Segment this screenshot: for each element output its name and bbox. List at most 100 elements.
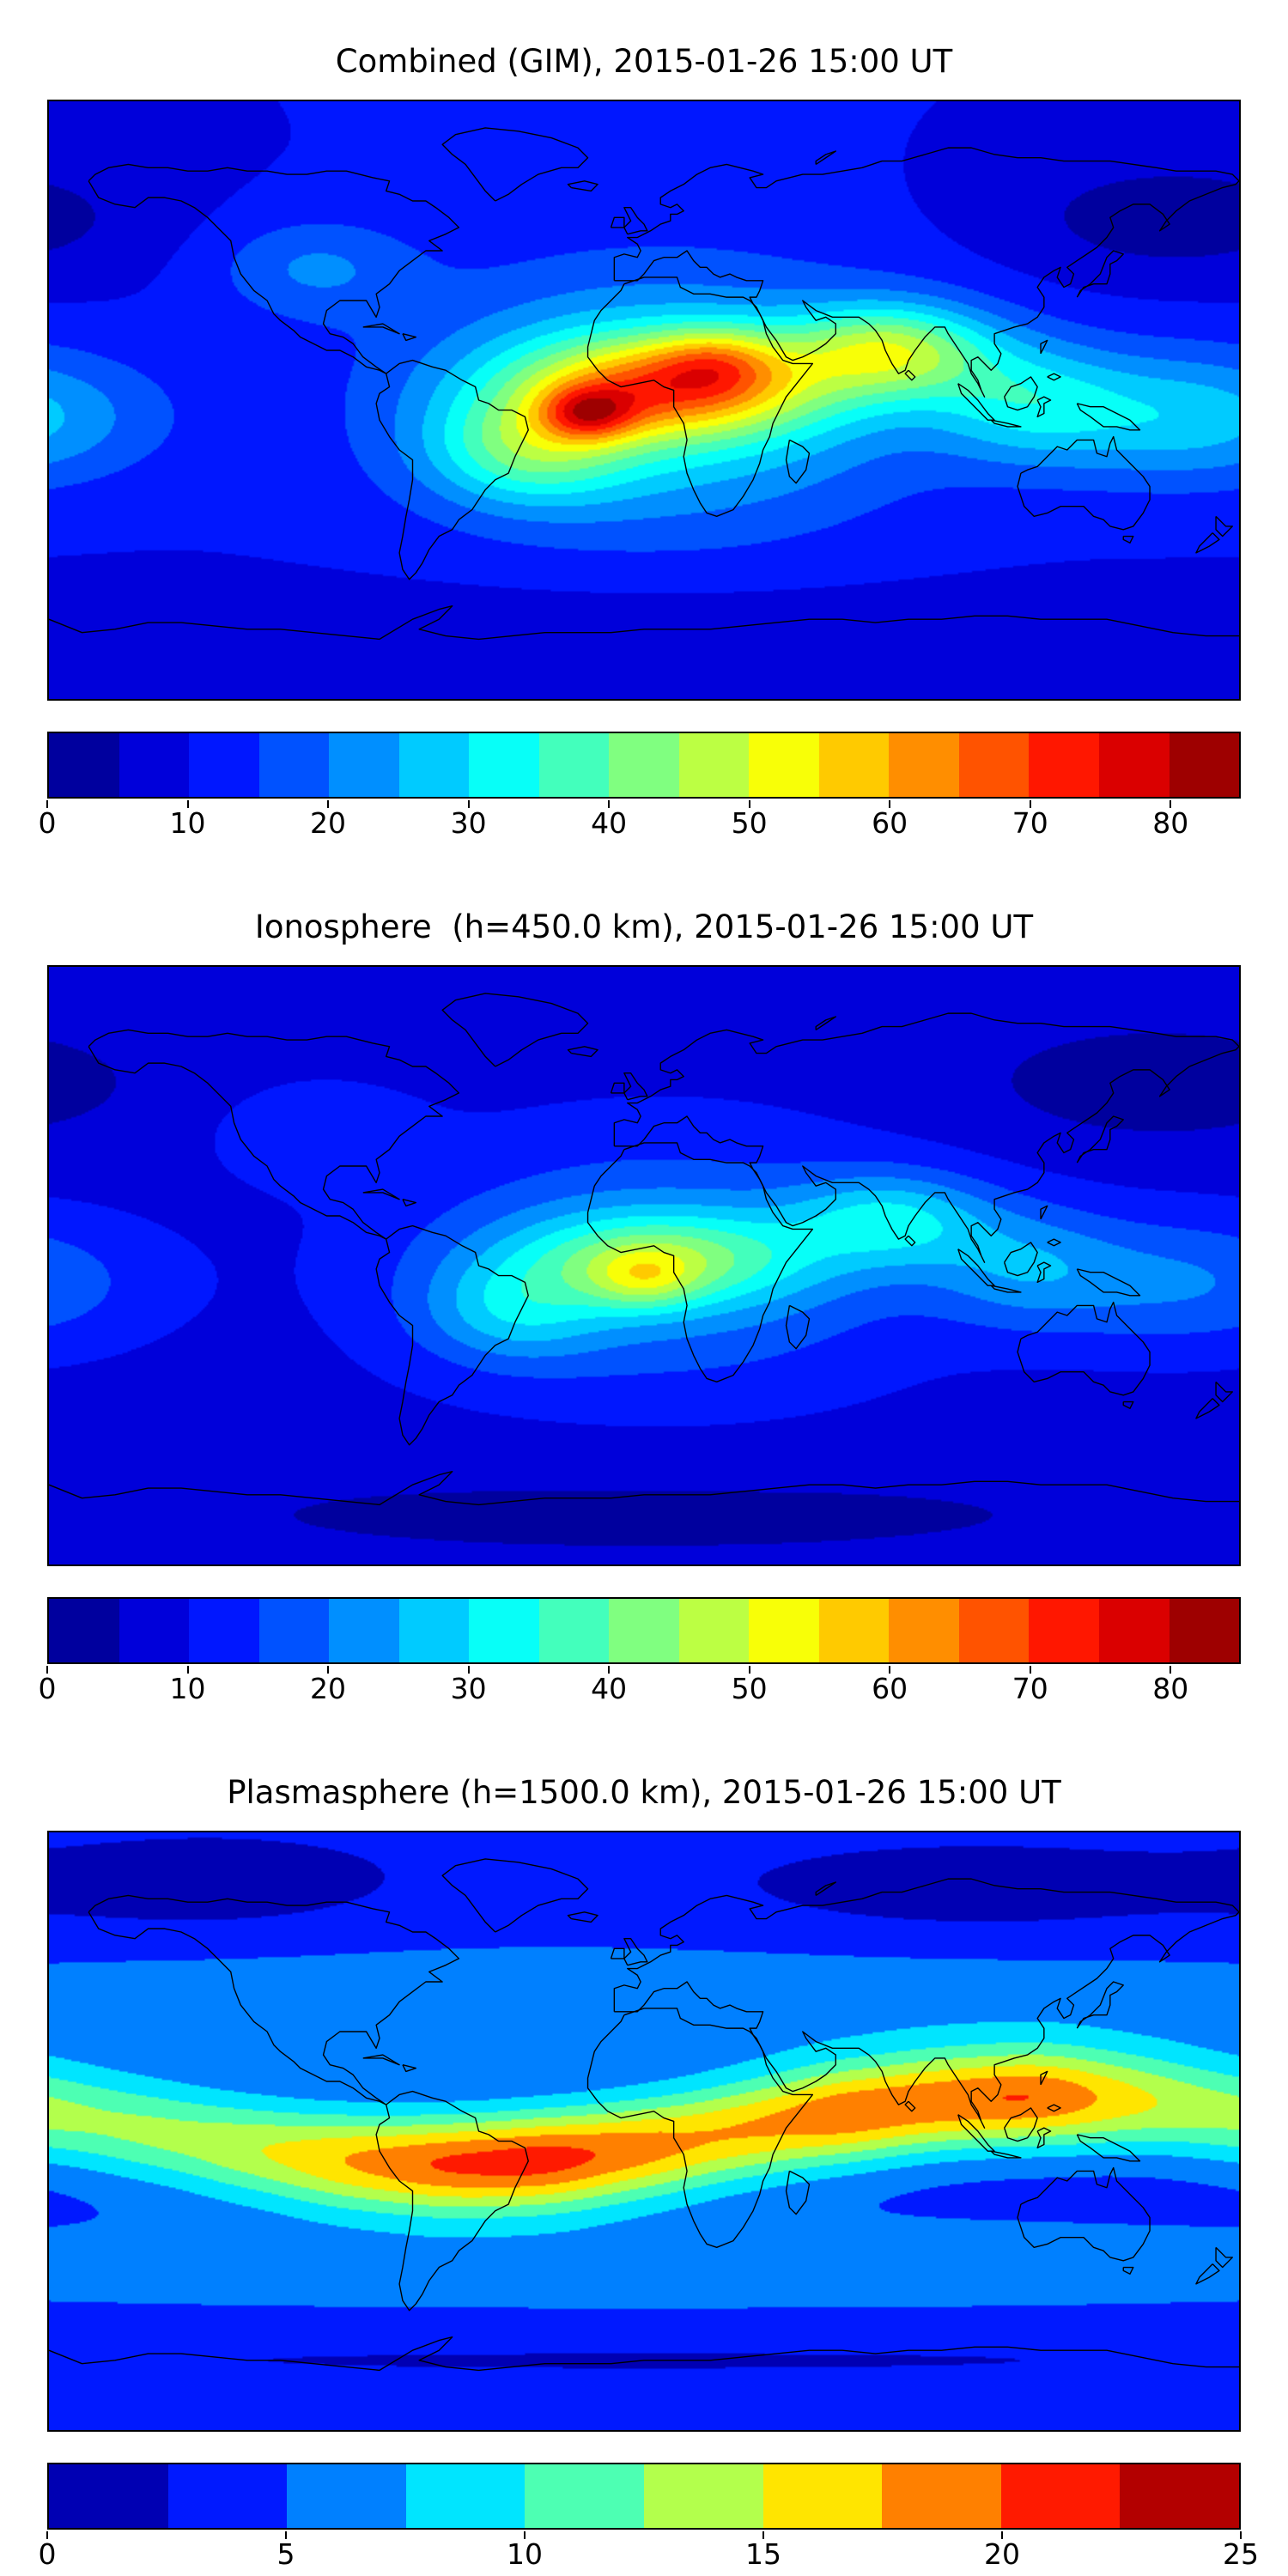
panel-title-combined: Combined (GIM), 2015-01-26 15:00 UT	[335, 43, 953, 80]
coastline-path	[588, 1143, 813, 1382]
coastline-path	[816, 151, 835, 164]
coastline-path	[905, 1236, 915, 1246]
map-plasmasphere	[47, 1831, 1241, 2432]
coastline-path	[363, 324, 399, 334]
coastline-path	[1041, 1206, 1048, 1218]
coastline-path	[376, 2092, 528, 2311]
coastline-path	[1018, 437, 1150, 530]
coastline-path	[614, 1013, 1239, 1262]
colorbar-segment	[189, 733, 259, 797]
colorbar-tick	[1240, 2531, 1242, 2539]
colorbar-segment	[258, 1599, 330, 1662]
coastline-path	[1216, 516, 1232, 536]
colorbar-segment	[398, 733, 470, 797]
coastline-path	[49, 2337, 1239, 2371]
colorbar-tick-label: 15	[745, 2537, 781, 2571]
colorbar-segment	[49, 2464, 168, 2528]
coastline-path	[403, 1200, 416, 1206]
coastline-path	[568, 1912, 598, 1923]
coastline-path	[568, 1047, 598, 1057]
coastline-path	[1005, 1242, 1038, 1276]
coastline-path	[49, 606, 1239, 640]
colorbar-segment	[958, 1599, 1030, 1662]
coastlines-overlay	[49, 1832, 1239, 2430]
colorbar-segment	[678, 733, 750, 797]
coastline-path	[376, 361, 528, 580]
colorbar-tick	[1170, 800, 1172, 808]
colorbar-tick	[1029, 800, 1031, 808]
colorbar-segment	[538, 1599, 610, 1662]
colorbar-segment	[1169, 733, 1240, 797]
colorbar-tick	[327, 1666, 330, 1674]
coastline-path	[787, 1305, 810, 1348]
colorbar-tick	[467, 800, 470, 808]
coastline-path	[1196, 2264, 1219, 2284]
coastline-path	[1077, 1269, 1139, 1296]
coastline-path	[1048, 1239, 1060, 1246]
colorbar-tick	[285, 2531, 287, 2539]
colorbar-tick-label: 20	[984, 2537, 1020, 2571]
coastline-path	[442, 993, 587, 1066]
coastline-path	[958, 384, 994, 421]
panel-combined-gim: Combined (GIM), 2015-01-26 15:00 UT 0 10 2…	[0, 39, 1288, 840]
colorbar-labels-plasmasphere: 0 5 10 15 20 25	[39, 2531, 1259, 2571]
colorbar-segment	[118, 733, 190, 797]
colorbar-tick-label: 40	[591, 806, 628, 840]
coastline-path	[442, 1859, 587, 1932]
colorbar-labels-combined: 0 10 20 30 40 50 60 70 80	[39, 800, 1241, 840]
colorbar-segment	[609, 1599, 679, 1662]
colorbar-tick-label: 50	[731, 806, 768, 840]
panel-ionosphere: Ionosphere (h=450.0 km), 2015-01-26 15:0…	[0, 905, 1288, 1705]
colorbar-tick-label: 80	[1152, 806, 1189, 840]
colorbar-tick	[762, 2531, 764, 2539]
colorbar-tick	[1029, 1666, 1031, 1674]
colorbar-segment	[525, 2464, 644, 2528]
colorbar-segment	[818, 1599, 890, 1662]
colorbar-segment	[749, 1599, 819, 1662]
map-combined	[47, 100, 1241, 701]
colorbar-segment	[1098, 1599, 1170, 1662]
colorbar-segment	[329, 1599, 399, 1662]
colorbar-segment	[49, 733, 119, 797]
colorbar-tick	[524, 2531, 526, 2539]
coastline-path	[568, 181, 598, 191]
coastline-path	[611, 1948, 624, 1959]
colorbar-tick-label: 60	[872, 1672, 908, 1705]
colorbar-segment	[189, 1599, 259, 1662]
coastline-path	[1077, 251, 1123, 297]
colorbar-tick-label: 10	[169, 806, 206, 840]
colorbar-tick-label: 20	[310, 806, 347, 840]
colorbar-tick	[1001, 2531, 1003, 2539]
coastline-path	[1196, 533, 1219, 553]
coastline-path	[1041, 2071, 1048, 2084]
coastline-path	[1123, 1402, 1133, 1409]
coastline-path	[88, 1895, 459, 2105]
coastline-path	[958, 1249, 994, 1286]
colorbar-combined	[47, 732, 1241, 799]
coastline-path	[1018, 2168, 1150, 2261]
colorbar-segment	[889, 733, 959, 797]
colorbar-tick	[748, 1666, 750, 1674]
colorbar-tick	[889, 800, 891, 808]
coastline-path	[611, 217, 624, 228]
colorbar-tick-label: 0	[38, 806, 57, 840]
colorbar-segment	[405, 2464, 526, 2528]
coastline-path	[1077, 404, 1139, 430]
colorbar-tick-label: 50	[731, 1672, 768, 1705]
panel-title-ionosphere: Ionosphere (h=450.0 km), 2015-01-26 15:0…	[254, 908, 1034, 945]
coastline-path	[787, 440, 810, 483]
coastline-path	[1005, 2108, 1038, 2142]
coastline-path	[403, 334, 416, 341]
colorbar-tick-label: 30	[450, 806, 487, 840]
coastline-path	[1196, 1399, 1219, 1419]
colorbar-ionosphere	[47, 1597, 1241, 1664]
coastline-path	[991, 1285, 1021, 1292]
contour-field-canvas	[49, 1832, 1239, 2430]
colorbar-segment	[1029, 733, 1099, 797]
coastline-path	[1123, 537, 1133, 544]
colorbar-plasmasphere	[47, 2463, 1241, 2530]
colorbar-segment	[1098, 733, 1170, 797]
colorbar-tick-label: 80	[1152, 1672, 1189, 1705]
coastline-path	[403, 2065, 416, 2072]
coastline-path	[1048, 2105, 1060, 2111]
